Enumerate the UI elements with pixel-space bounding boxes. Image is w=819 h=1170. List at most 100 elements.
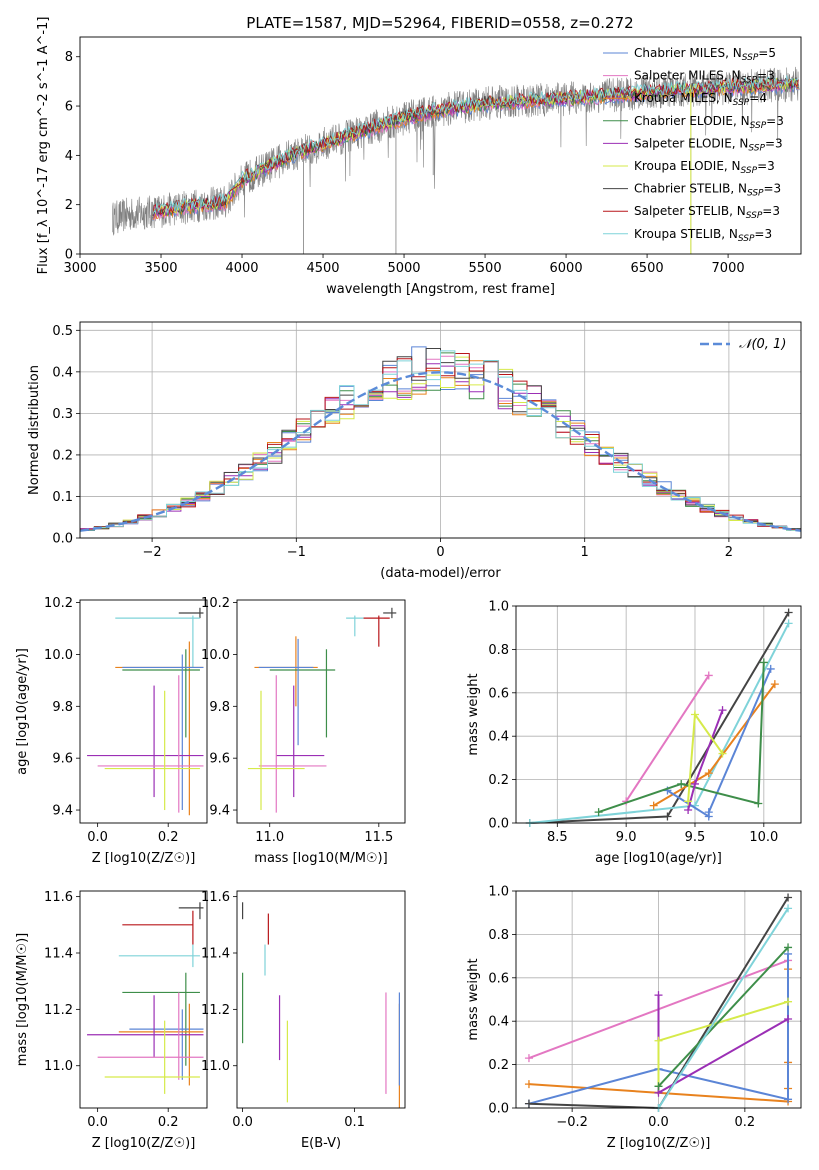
x-tick-label: 11.5 bbox=[364, 830, 393, 845]
mass-weight-line bbox=[528, 953, 789, 1105]
y-tick-label: 9.6 bbox=[52, 752, 73, 767]
data-point bbox=[258, 638, 314, 746]
x-axis-label: Z [log10(Z/Z☉)] bbox=[92, 851, 196, 866]
legend-label: Kroupa MILES, N bbox=[634, 91, 733, 105]
mass-weight-line bbox=[625, 674, 710, 802]
data-point bbox=[104, 690, 200, 811]
legend-sub: SSP bbox=[747, 189, 764, 199]
y-tick-label: 1.0 bbox=[488, 600, 509, 615]
figure-title: PLATE=1587, MJD=52964, FIBERID=0558, z=0… bbox=[246, 14, 633, 32]
x-axis-label: wavelength [Angstrom, rest frame] bbox=[326, 282, 555, 297]
mass-weight-marker bbox=[704, 769, 713, 778]
y-tick-label: 8 bbox=[65, 50, 73, 65]
mass-weight-marker bbox=[754, 799, 763, 808]
x-tick-label: 5000 bbox=[387, 261, 420, 276]
legend-tail: =3 bbox=[765, 136, 783, 150]
mass-weight-line bbox=[598, 662, 765, 814]
mass-weight-line bbox=[529, 622, 790, 824]
y-tick-label: 1.0 bbox=[488, 885, 509, 900]
x-tick-label: 5500 bbox=[469, 261, 502, 276]
x-tick-label: 2 bbox=[725, 545, 733, 560]
model-spectrum bbox=[152, 75, 799, 215]
mass-weight-marker bbox=[784, 893, 793, 902]
data-point bbox=[122, 654, 204, 811]
y-tick-label: 0.2 bbox=[488, 773, 509, 788]
data-point bbox=[122, 649, 200, 738]
data-point bbox=[118, 1003, 204, 1086]
x-tick-label: 10.0 bbox=[749, 830, 778, 845]
y-tick-label: 9.6 bbox=[209, 752, 230, 767]
legend-entry: Kroupa STELIB, NSSP=3 bbox=[634, 227, 772, 244]
mass-weight-marker bbox=[654, 991, 663, 1000]
y-tick-label: 0 bbox=[65, 248, 73, 263]
x-tick-label: 11.0 bbox=[255, 830, 284, 845]
y-tick-label: 0.0 bbox=[488, 817, 509, 832]
legend-sub: SSP bbox=[746, 211, 763, 221]
y-tick-label: 0.4 bbox=[488, 730, 509, 745]
data-point bbox=[104, 1020, 200, 1094]
x-tick-label: 0.2 bbox=[158, 830, 179, 845]
mass-weight-marker bbox=[759, 658, 768, 667]
axes-frame bbox=[515, 890, 802, 1109]
legend-tail: =3 bbox=[754, 227, 772, 241]
x-tick-label: 7000 bbox=[712, 261, 745, 276]
mass-weight-marker bbox=[594, 808, 603, 817]
axes-frame bbox=[79, 36, 802, 255]
legend-tail: =3 bbox=[762, 204, 780, 218]
y-tick-label: 11.4 bbox=[44, 947, 73, 962]
spectrum-legend: Chabrier MILES, NSSP=5 Salpeter MILES, N S… bbox=[603, 46, 784, 244]
data-point bbox=[129, 1009, 204, 1080]
y-axis-label: mass weight bbox=[466, 958, 481, 1040]
legend-entry: Chabrier STELIB, NSSP=3 bbox=[634, 182, 781, 199]
data-point bbox=[346, 615, 364, 637]
x-tick-label: 0.1 bbox=[344, 1115, 365, 1130]
y-tick-label: 11.2 bbox=[44, 1003, 73, 1018]
mass_weight_vs_Z-axes: −0.2 0.0 0.2 0.0 0.2 0.4 0.6 0.8 1.0 bbox=[488, 885, 801, 1130]
y-tick-label: 0.0 bbox=[52, 532, 73, 547]
data-point bbox=[276, 685, 325, 798]
y-tick-label: 11.2 bbox=[201, 1003, 230, 1018]
data-point bbox=[97, 992, 204, 1080]
mass-weight-marker bbox=[663, 812, 672, 821]
x-tick-label: 0.0 bbox=[232, 1115, 253, 1130]
legend-label: Salpeter ELODIE, N bbox=[634, 136, 748, 150]
mass-weight-marker bbox=[784, 608, 793, 617]
mass-weight-marker bbox=[718, 749, 727, 758]
mass-weight-marker bbox=[524, 1080, 533, 1089]
y-tick-label: 11.6 bbox=[201, 890, 230, 905]
mass_vs_Z-axes: 0.0 0.2 11.0 11.2 11.4 11.6 bbox=[44, 890, 178, 1130]
x-tick-label: 4000 bbox=[225, 261, 258, 276]
data-point bbox=[258, 675, 327, 813]
mass-weight-marker bbox=[690, 710, 699, 719]
y-axis-label: mass [log10(M/M☉)] bbox=[15, 933, 30, 1066]
data-point bbox=[269, 649, 336, 738]
residuals-axes: −2 −1 0 1 2 0.0 0.1 0.2 0.3 0.4 0.5 bbox=[52, 322, 801, 560]
axes-frame bbox=[79, 599, 208, 824]
legend-entry: Kroupa ELODIE, NSSP=3 bbox=[634, 159, 775, 176]
legend-label: 𝒩(0, 1) bbox=[739, 337, 786, 352]
legend-label: Kroupa STELIB, N bbox=[634, 227, 738, 241]
x-tick-label: 0.2 bbox=[158, 1115, 179, 1130]
legend-sub: SSP bbox=[748, 143, 765, 153]
y-tick-label: 0.6 bbox=[488, 686, 509, 701]
y-tick-label: 0.5 bbox=[52, 324, 73, 339]
y-tick-label: 11.6 bbox=[44, 890, 73, 905]
data-point bbox=[254, 636, 318, 707]
y-tick-label: 0.0 bbox=[488, 1102, 509, 1117]
legend-label: Salpeter MILES, N bbox=[634, 69, 741, 83]
legend-sub: SSP bbox=[741, 166, 758, 176]
mass-weight-marker bbox=[677, 779, 686, 788]
y-tick-label: 0.4 bbox=[488, 1015, 509, 1030]
legend-entry: Chabrier MILES, NSSP=5 bbox=[634, 46, 776, 63]
mass-weight-marker bbox=[684, 805, 693, 814]
y-tick-label: 10.2 bbox=[201, 596, 230, 611]
axes-frame bbox=[515, 605, 802, 824]
y-tick-label: 2 bbox=[65, 198, 73, 213]
data-point bbox=[97, 675, 204, 813]
mass-weight-marker bbox=[524, 1054, 533, 1063]
y-tick-label: 0.1 bbox=[52, 490, 73, 505]
mass-weight-marker bbox=[784, 1015, 793, 1024]
x-tick-label: −0.2 bbox=[556, 1115, 588, 1130]
legend-entry: Salpeter ELODIE, NSSP=3 bbox=[634, 136, 783, 153]
mass-weight-marker bbox=[654, 1082, 663, 1091]
